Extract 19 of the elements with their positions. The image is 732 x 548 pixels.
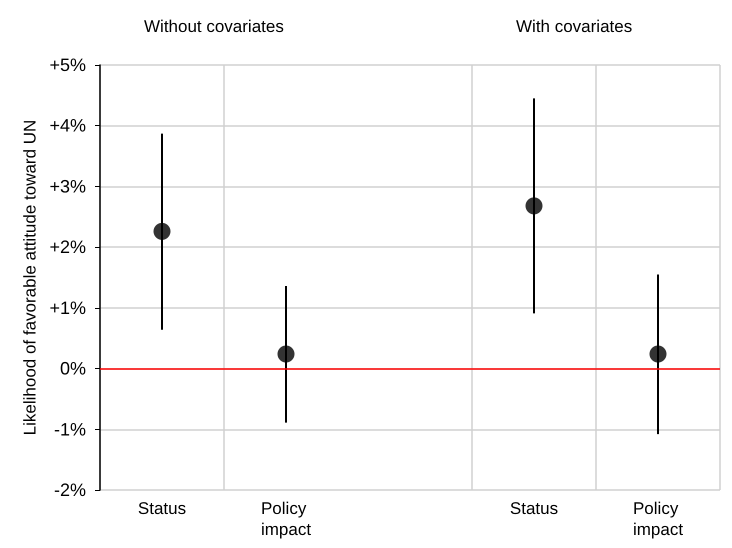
y-tick-label: +3% xyxy=(49,176,86,196)
y-tick-label: -2% xyxy=(54,480,86,500)
y-tick-label: 0% xyxy=(60,358,86,379)
x-tick-label: Policy impact xyxy=(260,499,312,539)
x-tick-label: Status xyxy=(138,499,186,518)
y-tick-label: +5% xyxy=(49,55,86,75)
x-tick-label: Policy impact xyxy=(632,499,684,539)
text: With covariates xyxy=(516,17,632,36)
point xyxy=(278,346,294,362)
y-tick-label: +1% xyxy=(49,298,86,318)
x-tick-label: Status xyxy=(510,499,558,518)
y-tick-label: +4% xyxy=(49,116,86,136)
point xyxy=(650,346,666,362)
y-tick-label: +2% xyxy=(49,237,86,258)
y-axis-title: Likelihood of favorable attitude toward UN xyxy=(20,120,40,436)
point xyxy=(154,222,170,240)
text: Without covariates xyxy=(144,17,284,36)
y-tick-label: -1% xyxy=(54,419,86,440)
point xyxy=(526,197,542,214)
